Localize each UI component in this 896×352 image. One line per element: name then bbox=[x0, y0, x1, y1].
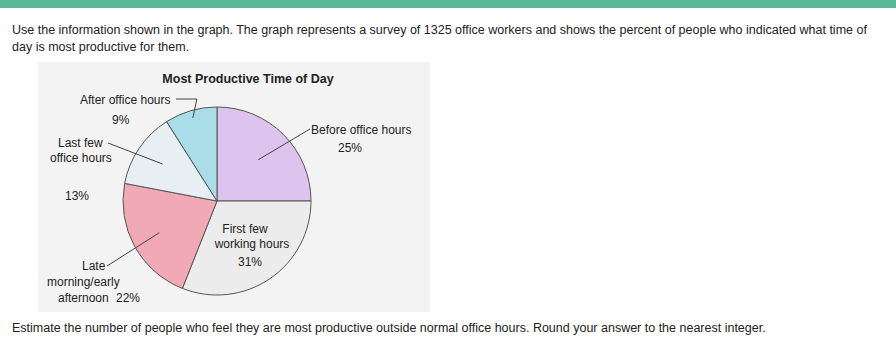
pie-slice bbox=[217, 107, 311, 201]
labels: Before office hours 25% First fewworking h… bbox=[47, 93, 412, 305]
pie-slice bbox=[123, 183, 217, 288]
leader-line bbox=[258, 129, 310, 160]
slice-label: working hours bbox=[214, 237, 290, 251]
pie-slice bbox=[167, 107, 217, 201]
chart-panel bbox=[38, 62, 430, 312]
value-label: 13% bbox=[65, 189, 89, 203]
chart-title: Most Productive Time of Day bbox=[162, 72, 333, 86]
value-label: 25% bbox=[338, 141, 362, 155]
slice-label: morning/early bbox=[47, 275, 120, 289]
slice-label: office hours bbox=[50, 151, 112, 165]
header-strip bbox=[0, 0, 896, 8]
slice-label: Before office hours bbox=[311, 123, 412, 137]
slice-label: Last few bbox=[58, 136, 103, 150]
leader-line bbox=[108, 143, 163, 164]
slice-label: Late bbox=[82, 259, 106, 273]
leader-line bbox=[176, 99, 197, 118]
slices bbox=[123, 107, 311, 295]
problem-intro: Use the information shown in the graph. … bbox=[12, 22, 888, 56]
slice-label: afternoon bbox=[58, 291, 109, 305]
slice-label: First few bbox=[222, 222, 268, 236]
pie-chart: Most Productive Time of Day Before office… bbox=[0, 0, 896, 352]
value-label: 22% bbox=[116, 291, 140, 305]
leader-line bbox=[107, 233, 159, 266]
problem-question: Estimate the number of people who feel t… bbox=[12, 320, 888, 337]
value-label: 9% bbox=[112, 113, 130, 127]
slice-label: After office hours bbox=[80, 93, 171, 107]
value-label: 31% bbox=[238, 255, 262, 269]
